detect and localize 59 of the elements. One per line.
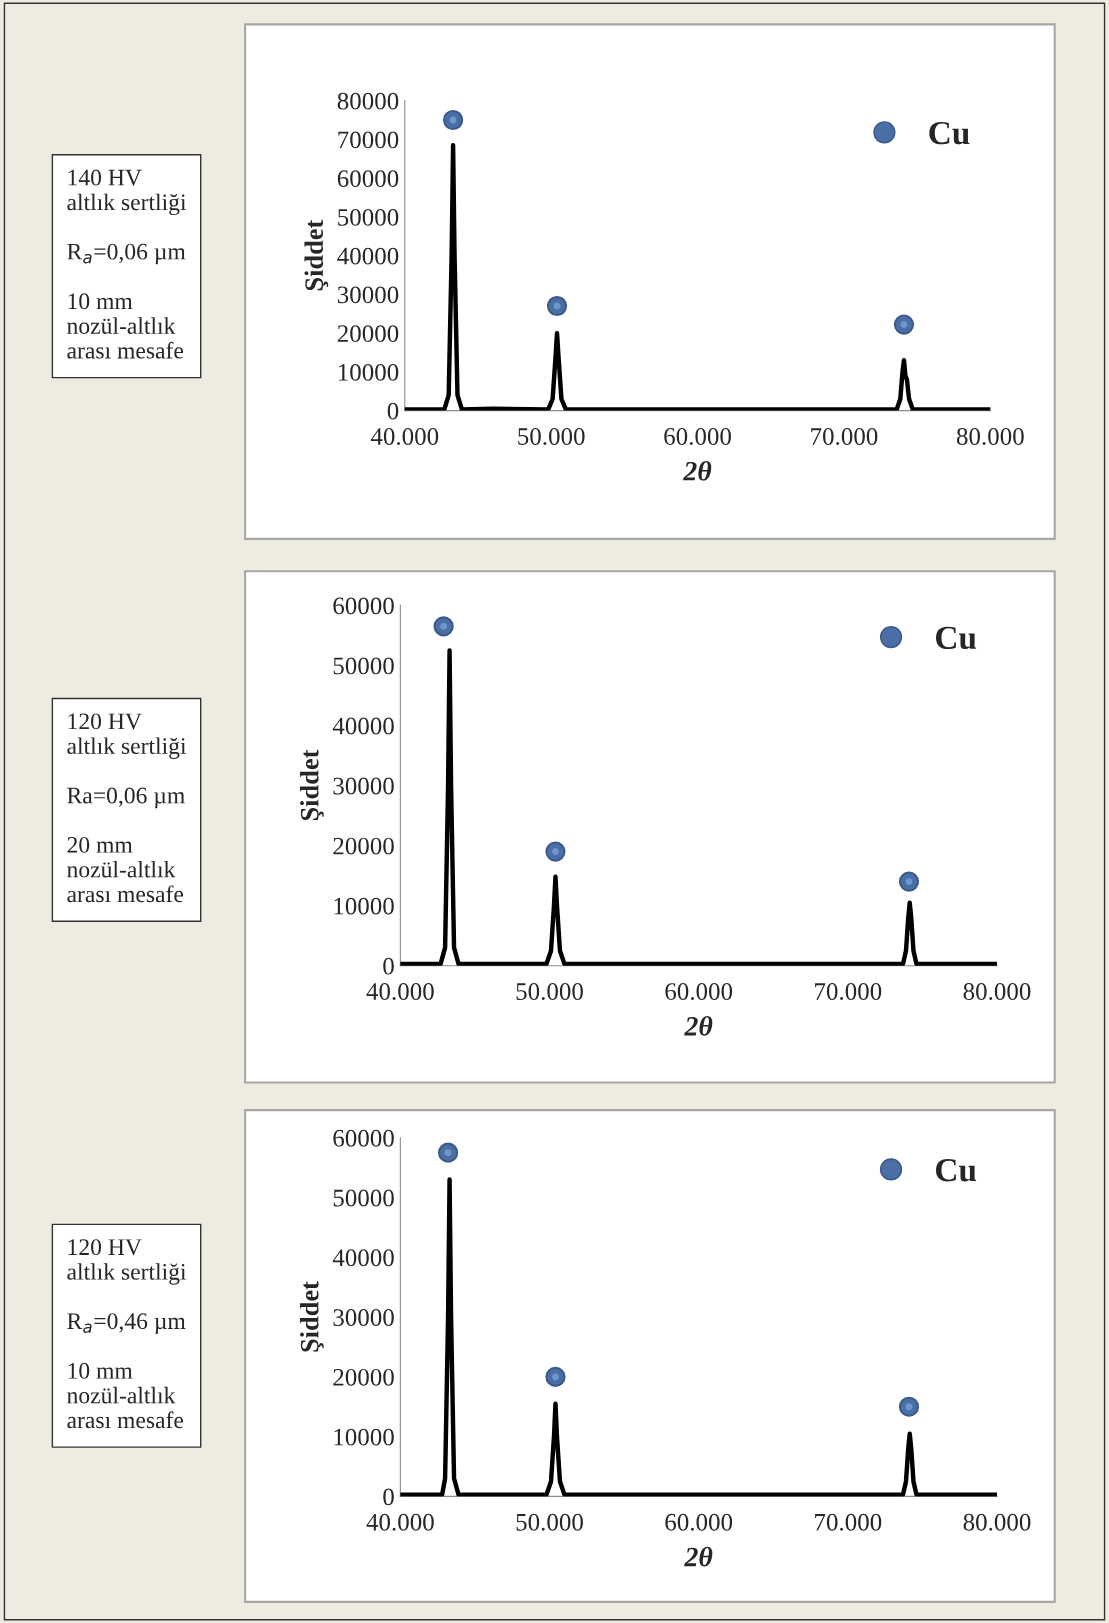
x-tick-label: 70.000 (811, 428, 878, 445)
text: 140 HV altlık sertliği R$_{a}$=0,06 µm 10 mm nozül-altlık arası mesafe (67, 169, 187, 359)
y-tick-label: 40000 (332, 717, 394, 735)
point (433, 616, 454, 637)
y-tick-label: 50000 (333, 1189, 394, 1207)
y-axis-title: Şiddet (300, 1281, 324, 1352)
y-tick-label: 30000 (333, 1309, 394, 1326)
y-tick-label: 60000 (333, 1129, 394, 1147)
x-tick-label: 50.000 (516, 1513, 583, 1531)
y-tick-label: 70000 (338, 131, 399, 149)
y-tick-label: 10000 (334, 897, 394, 915)
x-tick-label: 60.000 (665, 983, 733, 1001)
y-tick-label: 40000 (337, 247, 399, 265)
point (437, 1142, 459, 1163)
y-tick-label: 60000 (333, 597, 394, 615)
y-axis-title: Şiddet (304, 219, 329, 291)
x-tick-label: 70.000 (815, 1513, 882, 1531)
x-tick-label: 40.000 (366, 1513, 434, 1531)
y-tick-label: 60000 (337, 170, 399, 188)
legend-label: Cu (929, 121, 970, 145)
x-axis-title: 2θ (684, 1546, 713, 1567)
y-tick-label: 80000 (337, 92, 399, 110)
y-tick-label: 20000 (337, 325, 399, 343)
point (545, 1366, 566, 1387)
point (546, 295, 568, 317)
y-axis-title: Şiddet (300, 749, 324, 821)
point (898, 1396, 920, 1417)
text: 120 HV altlık sertliği R$_{a}$=0,46 µm 10 mm nozül-altlık arası mesafe (67, 1239, 187, 1429)
x-tick-label: 40.000 (366, 983, 434, 1001)
y-tick-label: 30000 (333, 777, 394, 795)
y-tick-label: 40000 (332, 1249, 394, 1267)
x-axis-title: 2θ (683, 460, 712, 481)
x-tick-label: 60.000 (664, 428, 731, 445)
y-tick-label: 10000 (334, 1428, 394, 1446)
y-tick-label: 10000 (338, 363, 399, 381)
x-tick-label: 80.000 (963, 1513, 1031, 1531)
x-tick-label: 80.000 (963, 983, 1031, 1001)
x-tick-label: 60.000 (665, 1513, 733, 1531)
point (893, 314, 915, 335)
y-tick-label: 0 (383, 1488, 394, 1506)
y-tick-label: 20000 (333, 1368, 394, 1386)
point (443, 109, 464, 131)
y-tick-label: 50000 (338, 208, 399, 226)
point (545, 841, 566, 862)
y-tick-label: 50000 (333, 657, 394, 675)
y-tick-label: 0 (387, 402, 399, 420)
x-tick-label: 80.000 (956, 428, 1024, 445)
legend-label: Cu (936, 626, 977, 650)
x-tick-label: 40.000 (370, 428, 439, 445)
x-tick-label: 50.000 (518, 428, 585, 445)
x-tick-label: 50.000 (516, 983, 583, 1001)
y-tick-label: 20000 (333, 837, 394, 855)
x-tick-label: 70.000 (815, 983, 882, 1001)
x-axis-title: 2θ (684, 1015, 713, 1036)
point (898, 871, 920, 892)
legend-label: Cu (936, 1158, 977, 1182)
y-tick-label: 0 (383, 957, 394, 975)
y-tick-label: 30000 (337, 286, 399, 304)
text: 120 HV altlık sertliği Ra=0,06 µm 20 mm nozül-altlık arası mesafe (67, 713, 187, 903)
